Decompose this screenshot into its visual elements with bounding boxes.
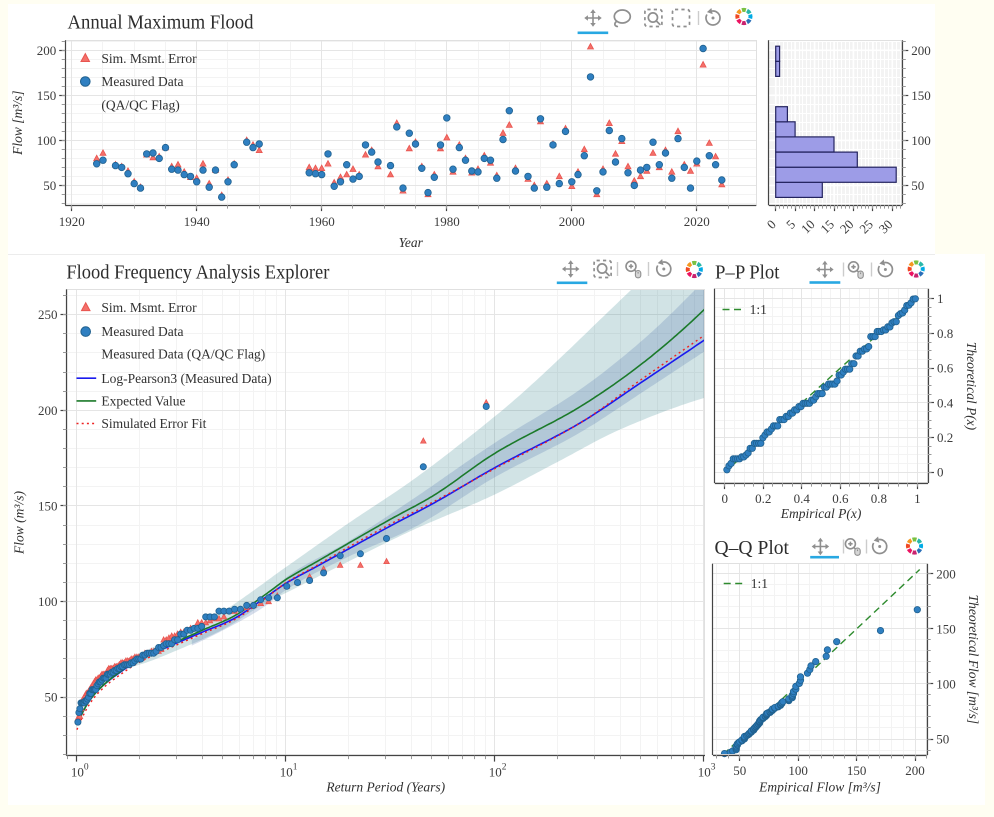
svg-text:Sim. Msmt. Error: Sim. Msmt. Error	[101, 300, 197, 315]
svg-text:200: 200	[905, 763, 925, 778]
svg-text:150: 150	[38, 499, 58, 514]
svg-text:200: 200	[37, 43, 57, 58]
svg-text:Empirical Flow [m³/s]: Empirical Flow [m³/s]	[758, 780, 881, 795]
svg-text:1960: 1960	[309, 214, 335, 229]
svg-text:Year: Year	[399, 235, 424, 250]
svg-text:Flow [m³/s]: Flow [m³/s]	[10, 90, 25, 155]
svg-text:Expected Value: Expected Value	[101, 394, 185, 409]
svg-text:Theoretical P(x): Theoretical P(x)	[964, 342, 979, 431]
svg-text:P–P Plot: P–P Plot	[715, 263, 780, 284]
svg-text:150: 150	[37, 88, 57, 103]
svg-text:(QA/QC Flag): (QA/QC Flag)	[101, 97, 179, 112]
svg-text:1: 1	[914, 491, 921, 506]
svg-text:0: 0	[722, 491, 729, 506]
svg-text:Measured Data: Measured Data	[101, 324, 183, 339]
svg-text:50: 50	[911, 178, 924, 193]
svg-text:1980: 1980	[434, 214, 460, 229]
svg-text:Flow (m³/s): Flow (m³/s)	[12, 491, 27, 555]
svg-text:0.6: 0.6	[937, 361, 954, 376]
svg-text:150: 150	[936, 621, 956, 636]
svg-text:2020: 2020	[684, 214, 710, 229]
svg-text:150: 150	[847, 763, 867, 778]
svg-text:0.4: 0.4	[794, 491, 811, 506]
svg-text:10: 10	[280, 765, 293, 780]
svg-text:0.8: 0.8	[937, 326, 953, 341]
svg-text:150: 150	[911, 88, 931, 103]
svg-text:50: 50	[45, 690, 58, 705]
svg-text:1: 1	[293, 763, 298, 773]
svg-text:10: 10	[489, 765, 502, 780]
svg-text:0: 0	[84, 763, 89, 773]
svg-text:0.6: 0.6	[832, 491, 849, 506]
svg-text:1: 1	[937, 291, 944, 306]
svg-text:0: 0	[937, 465, 944, 480]
svg-text:200: 200	[38, 403, 58, 418]
svg-text:2000: 2000	[559, 214, 585, 229]
svg-text:250: 250	[38, 307, 58, 322]
svg-text:Flood Frequency Analysis Explo: Flood Frequency Analysis Explorer	[66, 263, 329, 284]
svg-text:2: 2	[502, 763, 507, 773]
svg-text:1920: 1920	[59, 214, 85, 229]
svg-text:Measured Data (QA/QC Flag): Measured Data (QA/QC Flag)	[101, 347, 265, 362]
svg-text:0.2: 0.2	[755, 491, 771, 506]
svg-text:Sim. Msmt. Error: Sim. Msmt. Error	[101, 51, 197, 66]
svg-text:Simulated Error Fit: Simulated Error Fit	[101, 416, 206, 431]
svg-text:1:1: 1:1	[750, 302, 767, 317]
svg-text:Log-Pearson3 (Measured Data): Log-Pearson3 (Measured Data)	[101, 371, 271, 386]
svg-text:50: 50	[43, 178, 56, 193]
svg-text:1:1: 1:1	[751, 576, 768, 591]
svg-text:Empirical P(x): Empirical P(x)	[780, 506, 862, 521]
svg-text:Measured Data: Measured Data	[101, 74, 183, 89]
svg-text:10: 10	[71, 765, 84, 780]
svg-text:100: 100	[911, 133, 931, 148]
svg-text:50: 50	[733, 763, 746, 778]
svg-text:0.4: 0.4	[937, 395, 954, 410]
svg-text:0.8: 0.8	[871, 491, 887, 506]
svg-text:Theoretical Flow [m³/s]: Theoretical Flow [m³/s]	[966, 595, 981, 725]
svg-text:1940: 1940	[184, 214, 210, 229]
svg-text:Return Period (Years): Return Period (Years)	[325, 780, 445, 795]
svg-text:200: 200	[936, 566, 956, 581]
svg-text:10: 10	[698, 765, 711, 780]
svg-text:100: 100	[38, 594, 58, 609]
svg-text:100: 100	[37, 133, 57, 148]
svg-text:Annual Maximum Flood: Annual Maximum Flood	[68, 13, 254, 34]
svg-text:100: 100	[936, 677, 956, 692]
svg-text:Q–Q Plot: Q–Q Plot	[715, 538, 790, 559]
svg-text:3: 3	[711, 763, 716, 773]
svg-text:100: 100	[788, 763, 808, 778]
svg-text:0.2: 0.2	[937, 430, 953, 445]
svg-text:200: 200	[911, 43, 931, 58]
svg-text:50: 50	[936, 732, 949, 747]
